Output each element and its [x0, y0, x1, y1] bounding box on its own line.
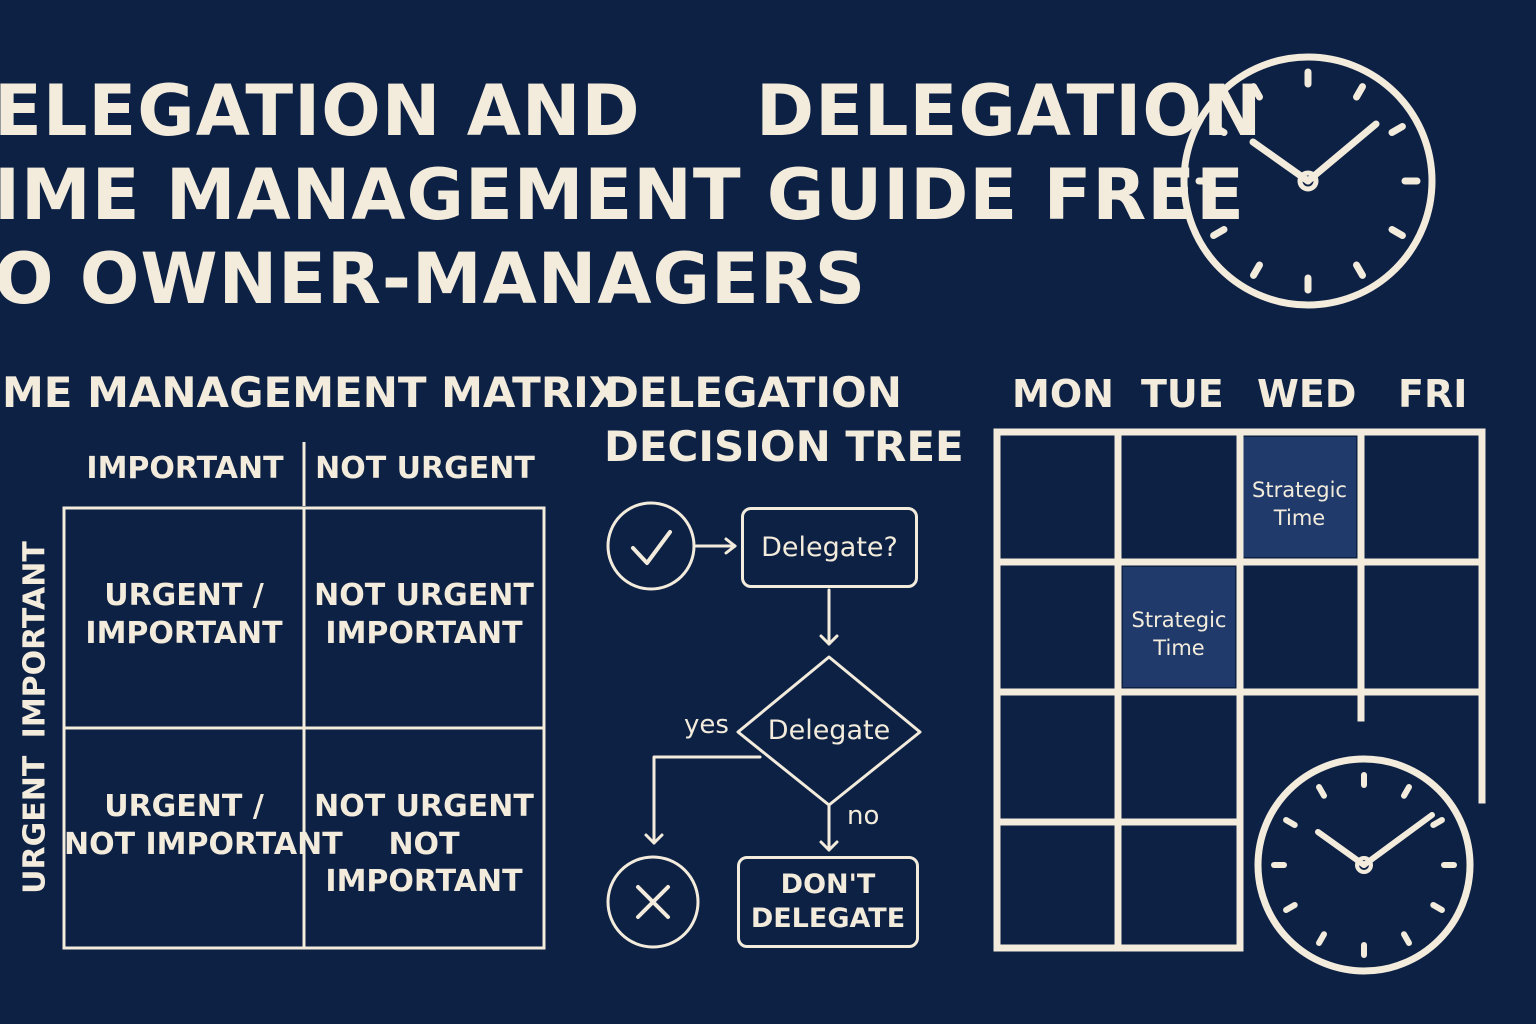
no-label: no: [847, 801, 880, 831]
matrix-row-axis-bottom: URGENT: [17, 755, 53, 894]
check-circle-icon: [608, 503, 694, 589]
delegate-diamond-label: Delegate: [767, 715, 891, 746]
clock-tick: [1388, 226, 1406, 239]
day-header-fri: FRI: [1398, 372, 1468, 416]
day-header-mon: MON: [1012, 372, 1114, 416]
matrix-cell-not-urgent-important: NOT URGENT IMPORTANT: [314, 578, 534, 651]
clock-tick: [1353, 261, 1366, 279]
delegate-question-box: Delegate?: [741, 507, 918, 588]
matrix-col-header: IMPORTANT: [86, 451, 284, 486]
calendar-block-tue: Strategic Time: [1131, 608, 1227, 661]
clock-tick: [1250, 261, 1263, 279]
tree-heading-line-2: DECISION TREE: [604, 422, 964, 471]
delegate-question-label: Delegate?: [761, 532, 898, 563]
page-title-line-1b: DELEGATION: [756, 70, 1263, 152]
day-header-tue: TUE: [1141, 372, 1224, 416]
matrix-col-header: NOT URGENT: [315, 451, 535, 486]
matrix-heading: ME MANAGEMENT MATRIX: [2, 368, 622, 417]
page-title-line-2: IME MANAGEMENT GUIDE FREE: [0, 154, 1245, 236]
matrix-cell-urgent-not-important: URGENT / NOT IMPORTANT: [64, 789, 343, 862]
clock-tick: [1353, 83, 1366, 101]
small-clock-icon: [1258, 759, 1470, 971]
matrix-cell-not-urgent-not-important: NOT URGENT NOT IMPORTANT: [314, 789, 534, 899]
matrix-cell-urgent-important: URGENT / IMPORTANT: [85, 578, 283, 651]
tree-heading-line-1: DELEGATION: [604, 368, 902, 417]
dont-delegate-box: DON'T DELEGATE: [737, 856, 919, 948]
day-header-wed: WED: [1257, 372, 1357, 416]
page-title-line-3: O OWNER-MANAGERS: [0, 238, 867, 320]
calendar-block-wed: Strategic Time: [1252, 478, 1347, 531]
x-circle-icon: [608, 857, 698, 947]
yes-label: yes: [684, 710, 729, 740]
clock-tick: [1388, 123, 1406, 136]
page-title-line-1a: ELEGATION AND: [0, 70, 641, 152]
